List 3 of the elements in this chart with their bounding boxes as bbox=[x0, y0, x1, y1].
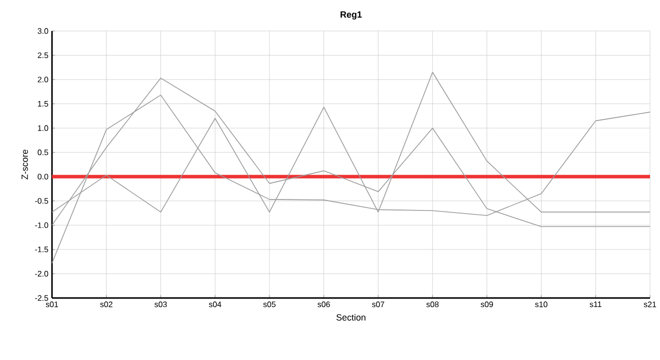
chart-title: Reg1 bbox=[340, 11, 362, 20]
y-axis-title: Z-score bbox=[22, 150, 28, 180]
x-axis-title: Section bbox=[336, 314, 366, 321]
